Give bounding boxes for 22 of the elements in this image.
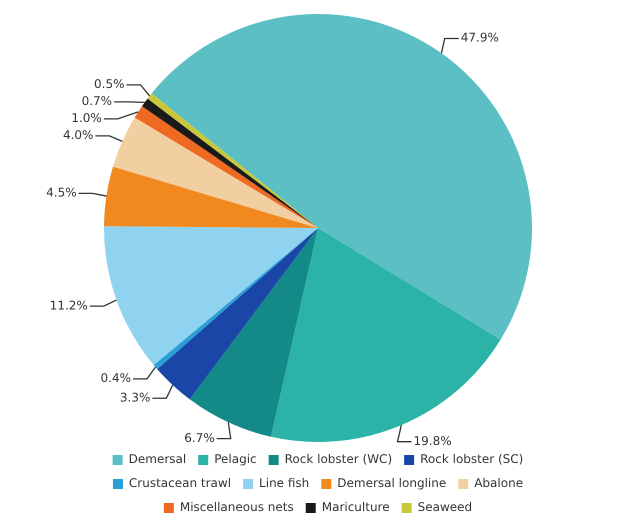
- data-label: 11.2%: [50, 298, 88, 312]
- data-label: 4.5%: [46, 186, 77, 200]
- data-label: 3.3%: [120, 390, 150, 404]
- data-label: 0.4%: [100, 370, 132, 385]
- legend-label: Miscellaneous nets: [180, 500, 294, 514]
- legend-label: Demersal longline: [337, 476, 446, 490]
- legend-label: Rock lobster (WC): [284, 452, 392, 466]
- data-label: 19.8%: [414, 434, 452, 448]
- data-label: 6.7%: [184, 430, 215, 445]
- data-label: 4.0%: [62, 128, 94, 142]
- legend-label: Crustacean trawl: [128, 476, 232, 490]
- data-label: 47.9%: [460, 30, 499, 45]
- legend-label: Seaweed: [418, 500, 472, 514]
- legend-label: Mariculture: [322, 500, 390, 514]
- legend-label: Abalone: [474, 476, 524, 490]
- data-label: 0.5%: [94, 76, 125, 91]
- legend-label: Pelagic: [214, 452, 257, 466]
- data-label: 1.0%: [71, 110, 102, 125]
- legend-label: Rock lobster (SC): [420, 452, 524, 466]
- legend-label: Line fish: [259, 476, 310, 490]
- data-label: 0.7%: [82, 94, 112, 108]
- legend-label: Demersal: [128, 452, 186, 466]
